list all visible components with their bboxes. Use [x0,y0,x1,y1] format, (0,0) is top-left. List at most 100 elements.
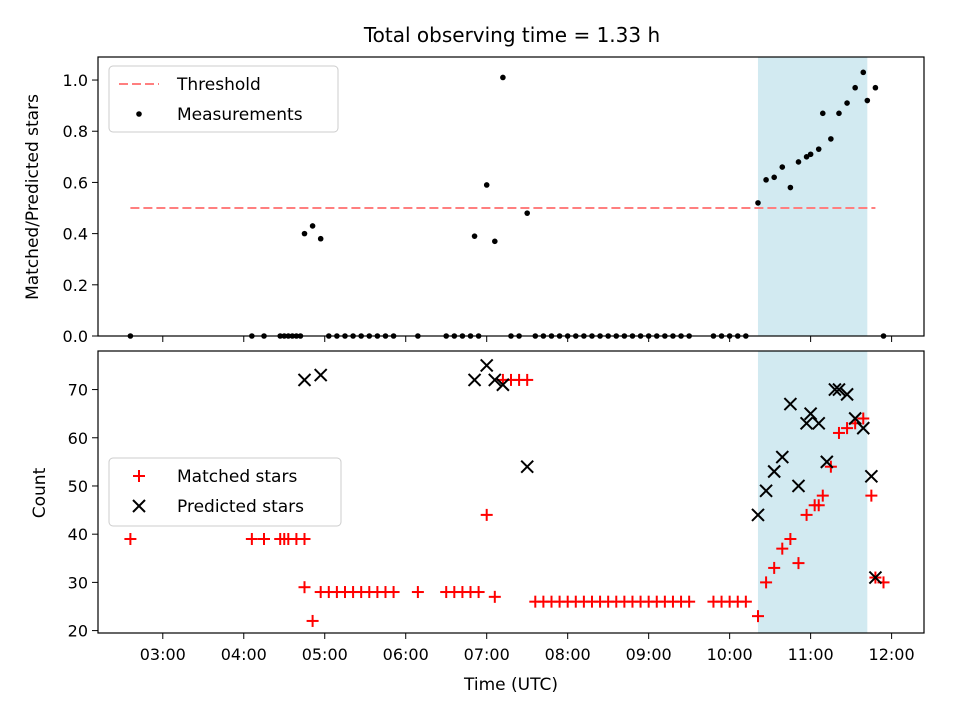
matched-star-point [812,499,825,512]
x-tick-label: 11:00 [788,645,834,664]
matched-star-point [124,533,137,545]
matched-star-point [800,508,813,521]
measurement-point [803,154,810,160]
predicted-star-point [488,373,502,387]
predicted-star-point [520,459,534,474]
x-tick-label: 04:00 [221,645,267,664]
matched-star-point [298,581,311,594]
legend-threshold-label: Threshold [176,75,261,95]
matched-star-point [472,586,485,599]
matched-star-point [832,426,845,439]
predicted-star-point [840,387,854,402]
predicted-star-point [775,450,789,464]
matched-star-point [792,557,805,570]
measurement-point [807,151,814,158]
x-tick-label: 06:00 [383,645,429,664]
measurement-point [864,97,871,104]
measurement-point [317,235,324,242]
measurement-point [860,69,867,76]
predicted-star-point [856,421,870,435]
top-x-ticks [162,336,893,342]
bottom-panel-frame [97,350,925,634]
matched-star-point [751,610,764,623]
top-y-tick-label: 0.8 [63,122,88,141]
legend-predicted-label: Predicted stars [177,497,304,517]
predicted-star-point [832,382,846,397]
measurement-point [836,110,842,117]
top-y-tick-label: 0.6 [63,173,88,192]
count-points [124,358,890,627]
bottom-y-tick-label: 40 [68,525,88,544]
matched-star-point [306,614,319,627]
top-y-axis-label: Matched/Predicted stars [23,94,43,300]
matched-star-point [298,533,311,545]
top-panel-frame [97,56,925,337]
predicted-star-point [313,368,328,382]
bottom-y-tick-label: 70 [68,381,88,400]
matched-star-point [258,533,271,545]
legend-matched-label: Matched stars [177,467,297,487]
predicted-star-point [848,411,862,426]
predicted-star-point [868,570,883,585]
predicted-star-point [864,469,879,484]
measurement-point [872,84,879,91]
top-legend-box [108,65,339,133]
predicted-star-point [820,455,834,469]
top-y-tick-label: 1.0 [63,71,88,90]
bottom-x-ticks: 03:00 04:00 05:00 06:00 07:00 08:00 09:00 10:00… [140,633,915,664]
matched-star-point [387,586,400,599]
matched-star-point [488,590,501,603]
predicted-star-point [479,358,494,373]
x-tick-label: 03:00 [140,645,186,664]
top-y-tick-label: 0.0 [63,327,88,346]
matched-star-point [865,489,878,502]
top-y-ticks: 0.0 0.2 0.4 0.6 0.8 1.0 [63,71,98,346]
measurement-point [471,233,478,239]
top-y-tick-label: 0.2 [63,276,88,295]
bottom-y-tick-label: 60 [68,429,88,448]
matched-star-point [245,533,258,545]
predicted-star-point [767,464,781,479]
bottom-y-tick-label: 20 [68,622,88,641]
x-tick-label: 08:00 [545,645,591,664]
matched-star-point [760,576,773,589]
predicted-star-point [751,508,765,522]
measurement-point [492,238,498,245]
measurement-point [844,100,850,106]
top-panel: 0.0 0.2 0.4 0.6 0.8 1.0 Matched/Predicted sta… [23,56,925,346]
x-tick-label: 07:00 [464,645,510,664]
matched-star-point [480,508,493,521]
x-axis-label: Time (UTC) [463,675,558,695]
matched-star-point [776,542,789,555]
bottom-y-axis-label: Count [30,467,50,518]
bottom-legend: Matched stars Predicted stars [108,457,342,527]
legend-measurements-swatch [136,111,142,117]
x-tick-label: 10:00 [707,645,753,664]
x-tick-label: 12:00 [869,645,915,664]
measurement-point [819,110,826,117]
measurement-point [795,159,802,165]
measurement-point [483,182,490,188]
bottom-y-tick-label: 30 [68,573,88,592]
top-panel-shaded-interval [757,57,868,336]
bottom-y-tick-label: 50 [68,477,88,496]
measurement-point [828,136,834,142]
measurement-point [500,74,506,81]
legend-matched-swatch [133,470,145,482]
measurement-point [771,174,777,181]
matched-star-point [739,595,752,608]
matched-star-point [521,373,534,386]
predicted-star-point [496,378,510,392]
measurement-point [852,84,858,91]
measurement-point [779,164,786,170]
measurement-point [309,223,316,229]
bottom-panel: 20 30 40 50 60 70 03:00 04:00 05:00 06:00 07:00 08… [30,350,925,695]
measurement-point [755,200,761,206]
matched-star-point [857,412,870,425]
legend-measurements-label: Measurements [177,105,303,125]
legend-predicted-swatch [132,499,146,513]
measurement-point [301,230,308,237]
bottom-y-ticks: 20 30 40 50 60 70 [68,381,98,641]
matched-star-point [841,422,854,435]
